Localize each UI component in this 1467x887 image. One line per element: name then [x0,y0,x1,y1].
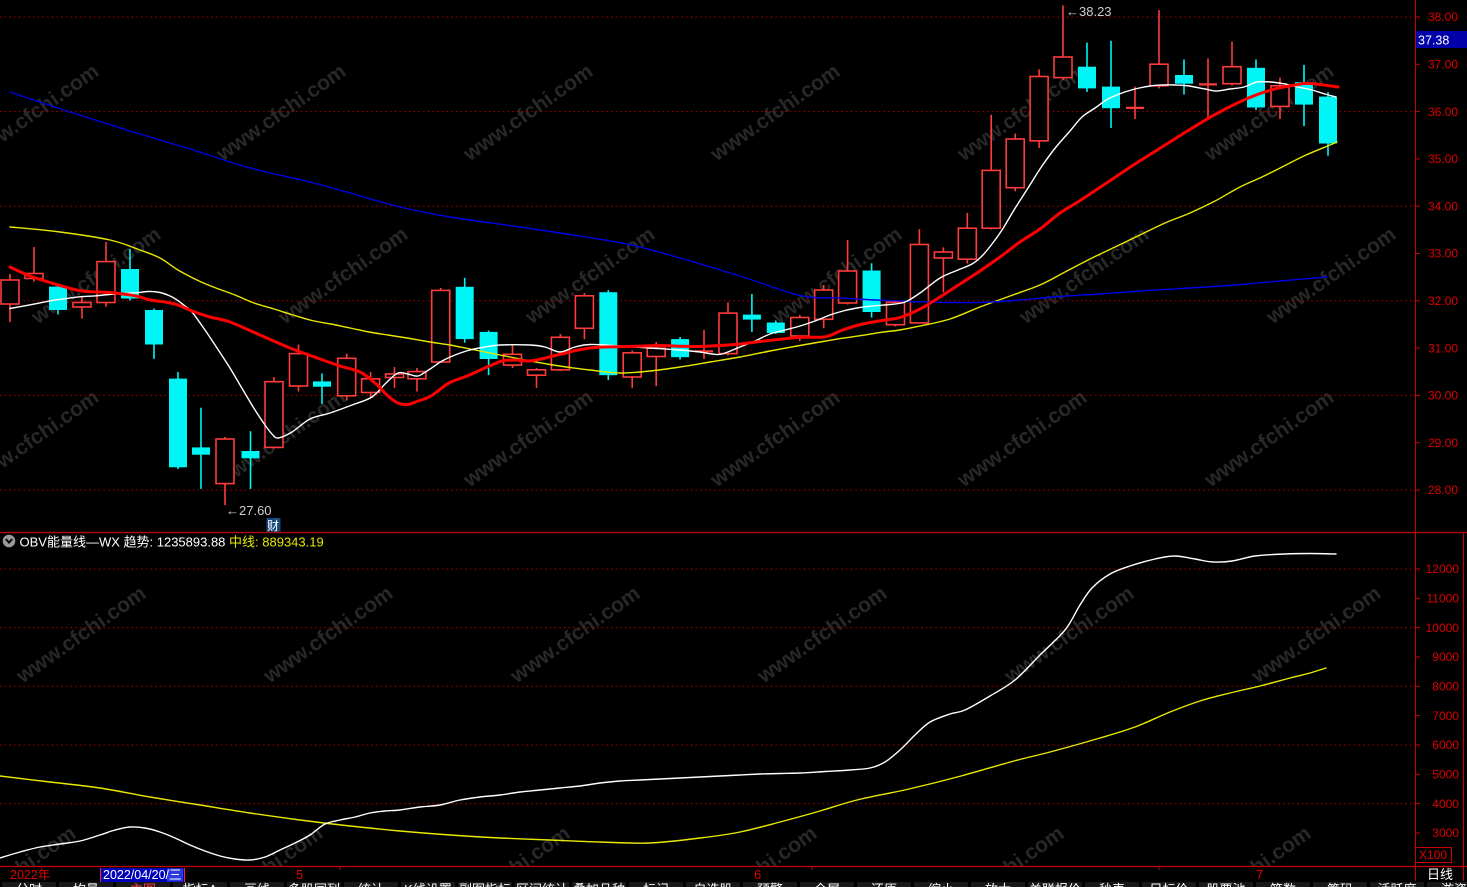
svg-text:X100: X100 [1419,848,1447,862]
svg-text:www.cfchi.com: www.cfchi.com [0,60,103,167]
svg-text:6: 6 [754,867,761,882]
svg-text:7: 7 [1256,867,1263,882]
svg-text:还原: 还原 [871,882,897,887]
svg-text:36.00: 36.00 [1428,105,1458,119]
svg-text:2022年: 2022年 [10,868,50,882]
svg-text:日线: 日线 [1427,867,1453,882]
svg-text:www.cfchi.com: www.cfchi.com [706,60,845,167]
svg-text:区间统计: 区间统计 [516,882,568,887]
svg-text:www.cfchi.com: www.cfchi.com [259,582,398,689]
svg-text:统计: 统计 [358,882,384,887]
svg-text:www.cfchi.com: www.cfchi.com [274,223,413,330]
svg-text:预警: 预警 [757,882,783,887]
svg-text:www.cfchi.com: www.cfchi.com [459,386,598,493]
svg-text:www.cfchi.com: www.cfchi.com [459,60,598,167]
svg-text:www.cfchi.com: www.cfchi.com [1000,582,1139,689]
svg-text:副图指标: 副图指标 [459,882,511,887]
svg-text:关联报价: 关联报价 [1029,882,1081,887]
svg-text:29.00: 29.00 [1428,436,1458,450]
svg-text:37.00: 37.00 [1428,58,1458,72]
svg-text:指标A: 指标A [183,882,218,887]
svg-text:38.00: 38.00 [1428,10,1458,24]
svg-text:筹码: 筹码 [1327,882,1353,887]
svg-text:游资: 游资 [1441,882,1467,887]
svg-text:6000: 6000 [1432,738,1459,752]
svg-text:www.cfchi.com: www.cfchi.com [930,822,1069,887]
svg-text:股票池: 股票池 [1206,882,1245,887]
svg-text:←38.23: ←38.23 [1066,4,1112,19]
svg-text:www.cfchi.com: www.cfchi.com [0,386,103,493]
svg-text:30.00: 30.00 [1428,389,1458,403]
svg-text:秒表: 秒表 [1099,882,1125,887]
svg-text:www.cfchi.com: www.cfchi.com [1262,223,1401,330]
svg-text:37.38: 37.38 [1418,34,1449,48]
svg-text:8000: 8000 [1432,680,1459,694]
svg-text:www.cfchi.com: www.cfchi.com [212,60,351,167]
svg-text:www.cfchi.com: www.cfchi.com [1200,386,1339,493]
svg-text:33.00: 33.00 [1428,247,1458,261]
svg-text:OBV能量线—WX 趋势: 1235893.88 中线: 8: OBV能量线—WX 趋势: 1235893.88 中线: 889343.19 [20,535,324,550]
svg-text:5000: 5000 [1432,768,1459,782]
svg-text:2022/04/20/三: 2022/04/20/三 [103,868,182,882]
svg-text:www.cfchi.com: www.cfchi.com [953,386,1092,493]
svg-text:www.cfchi.com: www.cfchi.com [27,223,166,330]
svg-text:www.cfchi.com: www.cfchi.com [1177,822,1316,887]
svg-text:www.cfchi.com: www.cfchi.com [753,582,892,689]
svg-text:画线: 画线 [244,882,270,887]
svg-text:4000: 4000 [1432,797,1459,811]
svg-text:10000: 10000 [1426,621,1460,635]
svg-text:5: 5 [296,867,303,882]
svg-text:7000: 7000 [1432,709,1459,723]
svg-text:www.cfchi.com: www.cfchi.com [1247,582,1386,689]
svg-text:多股同列: 多股同列 [288,882,340,887]
svg-text:12000: 12000 [1426,562,1460,576]
svg-text:←27.60: ←27.60 [226,503,272,518]
svg-text:缩小: 缩小 [928,882,954,887]
svg-text:32.00: 32.00 [1428,294,1458,308]
svg-text:3000: 3000 [1432,826,1459,840]
svg-text:9000: 9000 [1432,650,1459,664]
svg-text:28.00: 28.00 [1428,483,1458,497]
svg-text:活跃度: 活跃度 [1377,882,1416,887]
svg-text:财: 财 [267,519,279,533]
svg-text:主图: 主图 [130,882,156,887]
svg-text:标记: 标记 [643,882,669,887]
svg-text:叠加品种: 叠加品种 [573,882,625,887]
svg-text:K线设置: K线设置 [404,882,452,887]
svg-text:www.cfchi.com: www.cfchi.com [436,822,575,887]
svg-text:11000: 11000 [1427,592,1460,606]
svg-text:全屏: 全屏 [814,882,840,887]
svg-text:笔数: 笔数 [1270,882,1296,887]
svg-text:自选股: 自选股 [693,882,732,887]
svg-text:分时: 分时 [16,882,42,887]
svg-text:31.00: 31.00 [1428,341,1458,355]
svg-text:www.cfchi.com: www.cfchi.com [12,582,151,689]
svg-text:均量: 均量 [73,882,99,887]
svg-text:34.00: 34.00 [1428,199,1458,213]
svg-text:放大: 放大 [985,882,1011,887]
svg-text:www.cfchi.com: www.cfchi.com [506,582,645,689]
svg-text:目标价: 目标价 [1149,882,1188,887]
svg-text:www.cfchi.com: www.cfchi.com [706,386,845,493]
svg-text:www.cfchi.com: www.cfchi.com [683,822,822,887]
svg-text:35.00: 35.00 [1428,152,1458,166]
svg-text:www.cfchi.com: www.cfchi.com [189,822,328,887]
